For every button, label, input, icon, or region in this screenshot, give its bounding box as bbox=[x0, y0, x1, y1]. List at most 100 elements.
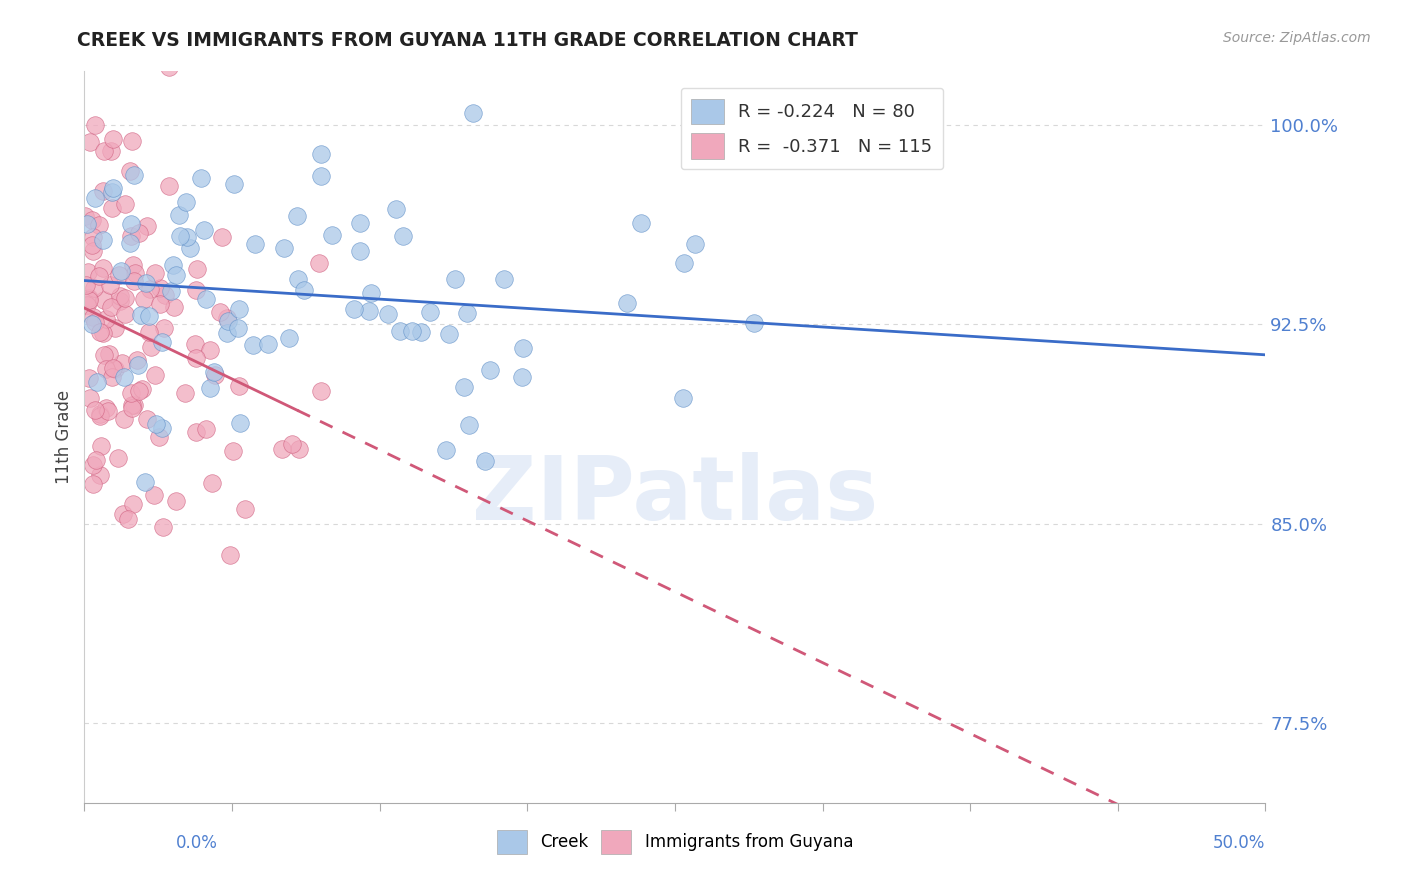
Point bbox=[292, 283, 315, 297]
Point bbox=[122, 258, 145, 272]
Point bbox=[93, 347, 115, 361]
Point bbox=[87, 219, 110, 233]
Point bbox=[198, 343, 221, 357]
Point bbox=[242, 337, 264, 351]
Point bbox=[82, 244, 104, 258]
Point bbox=[89, 407, 111, 421]
Point bbox=[94, 311, 117, 326]
Point bbox=[271, 442, 294, 456]
Text: CREEK VS IMMIGRANTS FROM GUYANA 11TH GRADE CORRELATION CHART: CREEK VS IMMIGRANTS FROM GUYANA 11TH GRA… bbox=[77, 31, 858, 50]
Point bbox=[114, 197, 136, 211]
Point bbox=[204, 368, 226, 382]
Point bbox=[288, 442, 311, 457]
Point bbox=[672, 391, 695, 405]
Point bbox=[257, 336, 280, 351]
Point bbox=[228, 301, 250, 316]
Point bbox=[91, 184, 114, 198]
Point bbox=[409, 326, 432, 340]
Point bbox=[89, 468, 111, 483]
Point bbox=[101, 201, 124, 215]
Point bbox=[215, 326, 238, 340]
Point bbox=[82, 230, 104, 244]
Point bbox=[84, 191, 107, 205]
Point bbox=[243, 237, 266, 252]
Point bbox=[152, 421, 174, 435]
Point bbox=[108, 268, 131, 282]
Y-axis label: 11th Grade: 11th Grade bbox=[55, 390, 73, 484]
Point bbox=[89, 409, 111, 424]
Point bbox=[101, 360, 124, 375]
Point bbox=[112, 508, 135, 522]
Point bbox=[474, 454, 496, 468]
Point bbox=[343, 301, 366, 316]
Point bbox=[135, 277, 157, 291]
Point bbox=[208, 304, 231, 318]
Point bbox=[100, 145, 122, 159]
Point bbox=[222, 177, 245, 191]
Point bbox=[86, 376, 108, 390]
Point bbox=[128, 226, 150, 240]
Point bbox=[167, 208, 190, 222]
Point bbox=[91, 326, 114, 340]
Point bbox=[349, 244, 371, 259]
Point bbox=[281, 436, 304, 450]
Point bbox=[84, 453, 107, 467]
Point bbox=[139, 282, 162, 296]
Point bbox=[112, 412, 135, 426]
Point bbox=[159, 284, 181, 298]
Point bbox=[120, 217, 142, 231]
Point bbox=[89, 269, 111, 284]
Point bbox=[492, 272, 515, 286]
Point bbox=[163, 300, 186, 314]
Point bbox=[321, 227, 343, 242]
Point bbox=[121, 401, 143, 416]
Point bbox=[127, 358, 149, 372]
Point bbox=[82, 212, 104, 227]
Point bbox=[132, 292, 155, 306]
Point bbox=[308, 256, 330, 270]
Point bbox=[217, 311, 239, 326]
Point bbox=[139, 340, 162, 354]
Point bbox=[75, 209, 97, 223]
Point bbox=[76, 265, 98, 279]
Text: 0.0%: 0.0% bbox=[176, 834, 218, 852]
Point bbox=[228, 379, 250, 393]
Point bbox=[437, 326, 460, 341]
Point bbox=[233, 501, 256, 516]
Point bbox=[128, 384, 150, 398]
Point bbox=[91, 233, 114, 247]
Point bbox=[349, 216, 371, 230]
Point bbox=[82, 238, 104, 252]
Point bbox=[287, 271, 309, 285]
Point bbox=[309, 169, 332, 183]
Point bbox=[101, 181, 124, 195]
Point bbox=[229, 416, 252, 430]
Point bbox=[131, 382, 153, 396]
Point bbox=[184, 336, 207, 351]
Point bbox=[153, 287, 176, 301]
Point bbox=[357, 303, 380, 318]
Point bbox=[83, 315, 105, 329]
Point bbox=[82, 458, 104, 473]
Text: Source: ZipAtlas.com: Source: ZipAtlas.com bbox=[1223, 31, 1371, 45]
Point bbox=[630, 216, 652, 230]
Point bbox=[149, 281, 172, 295]
Point bbox=[309, 384, 332, 398]
Point bbox=[114, 291, 136, 305]
Point bbox=[129, 308, 152, 322]
Point bbox=[401, 325, 423, 339]
Point bbox=[157, 60, 180, 74]
Point bbox=[122, 497, 145, 511]
Point bbox=[194, 422, 217, 436]
Point bbox=[377, 307, 399, 321]
Point bbox=[388, 325, 411, 339]
Point bbox=[120, 229, 142, 244]
Legend: Creek, Immigrants from Guyana: Creek, Immigrants from Guyana bbox=[489, 823, 860, 860]
Point bbox=[97, 346, 120, 360]
Point bbox=[138, 309, 160, 323]
Point bbox=[112, 370, 135, 384]
Point bbox=[193, 222, 215, 236]
Point bbox=[157, 178, 180, 193]
Point bbox=[145, 417, 167, 432]
Point bbox=[179, 241, 201, 255]
